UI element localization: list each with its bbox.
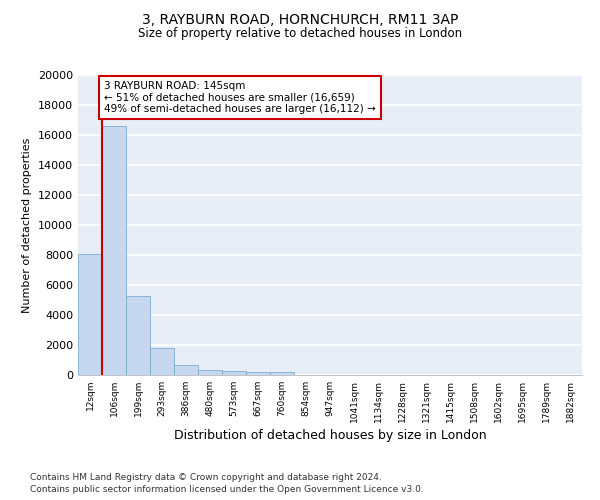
- Text: 3 RAYBURN ROAD: 145sqm
← 51% of detached houses are smaller (16,659)
49% of semi: 3 RAYBURN ROAD: 145sqm ← 51% of detached…: [104, 81, 376, 114]
- Bar: [270, 372, 294, 375]
- Text: Size of property relative to detached houses in London: Size of property relative to detached ho…: [138, 28, 462, 40]
- Y-axis label: Number of detached properties: Number of detached properties: [22, 138, 32, 312]
- Bar: [246, 372, 270, 375]
- Text: Contains public sector information licensed under the Open Government Licence v3: Contains public sector information licen…: [30, 485, 424, 494]
- Bar: [150, 348, 174, 375]
- Text: 3, RAYBURN ROAD, HORNCHURCH, RM11 3AP: 3, RAYBURN ROAD, HORNCHURCH, RM11 3AP: [142, 12, 458, 26]
- Bar: [174, 364, 198, 375]
- Bar: [126, 296, 150, 375]
- Bar: [102, 126, 126, 375]
- X-axis label: Distribution of detached houses by size in London: Distribution of detached houses by size …: [173, 429, 487, 442]
- Bar: [198, 370, 222, 375]
- Bar: [222, 371, 246, 375]
- Bar: [78, 254, 102, 375]
- Text: Contains HM Land Registry data © Crown copyright and database right 2024.: Contains HM Land Registry data © Crown c…: [30, 472, 382, 482]
